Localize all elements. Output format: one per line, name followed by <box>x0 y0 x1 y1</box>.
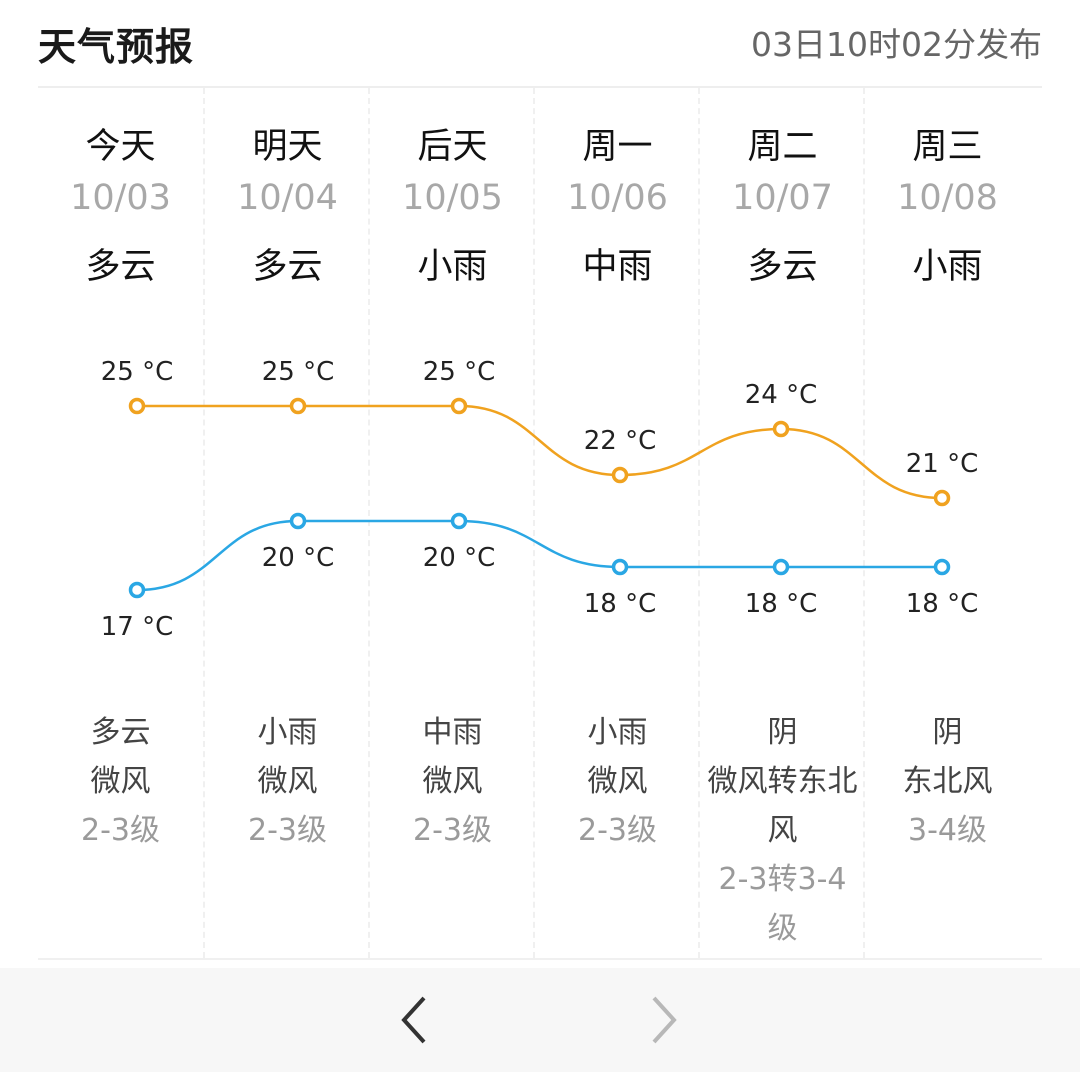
day-date: 10/03 <box>70 178 171 218</box>
page-title: 天气预报 <box>38 25 195 69</box>
day-date: 10/06 <box>567 178 668 218</box>
wind-level: 2-3级 <box>81 813 160 848</box>
wind-level: 2-3级 <box>413 813 492 848</box>
wind-level: 3-4级 <box>908 813 987 848</box>
night-info: 小雨微风 2-3级 <box>205 708 370 855</box>
day-weather: 小雨 <box>912 247 983 287</box>
divider <box>38 958 1042 960</box>
header: 天气预报 03日10时02分发布 <box>38 0 1042 88</box>
day-weather: 中雨 <box>582 247 653 287</box>
day-date: 10/04 <box>237 178 338 218</box>
night-weather: 中雨 <box>422 715 483 750</box>
day-name: 今天 <box>85 127 156 167</box>
wind-direction: 微风 <box>587 764 648 799</box>
wind-direction: 微风 <box>422 764 483 799</box>
night-weather: 小雨 <box>587 715 648 750</box>
wind-direction: 东北风 <box>902 764 993 799</box>
wind-level: 2-3转3-4 级 <box>718 862 847 946</box>
wind-level: 2-3级 <box>578 813 657 848</box>
night-info: 中雨微风 2-3级 <box>370 708 535 855</box>
next-page-button[interactable] <box>634 990 694 1050</box>
forecast-day-column: 周二 10/07 多云阴微风转东北 风 2-3转3-4 级 <box>698 88 865 958</box>
wind-direction: 微风转东北 风 <box>707 764 858 848</box>
wind-direction: 微风 <box>90 764 151 799</box>
night-weather: 小雨 <box>257 715 318 750</box>
night-info: 小雨微风 2-3级 <box>535 708 700 855</box>
bottom-nav-bar <box>0 968 1080 1072</box>
day-weather: 多云 <box>85 247 156 287</box>
day-date: 10/07 <box>732 178 833 218</box>
night-weather: 阴 <box>932 715 963 750</box>
day-name: 后天 <box>417 127 488 167</box>
night-info: 阴微风转东北 风 2-3转3-4 级 <box>700 708 865 953</box>
forecast-day-column: 后天 10/05 小雨中雨微风 2-3级 <box>368 88 535 958</box>
chevron-left-icon <box>401 996 426 1044</box>
night-weather: 阴 <box>767 715 798 750</box>
forecast-columns: 今天 10/03 多云 多云 微风 2-3级 明天 10/04 多云 小雨 微风 2-3级 后天 10/0… <box>38 88 1042 958</box>
chevron-right-icon <box>652 996 677 1044</box>
night-weather: 多云 <box>90 715 151 750</box>
night-info: 多云微风 2-3级 <box>38 708 203 855</box>
prev-page-button[interactable] <box>386 990 446 1050</box>
day-date: 10/05 <box>402 178 503 218</box>
wind-level: 2-3级 <box>248 813 327 848</box>
day-date: 10/08 <box>897 178 998 218</box>
forecast-day-column: 明天 10/04 多云小雨微风 2-3级 <box>203 88 370 958</box>
night-info: 阴东北风 3-4级 <box>865 708 1030 855</box>
day-weather: 小雨 <box>417 247 488 287</box>
forecast-day-column: 周三 10/08 小雨阴东北风 3-4级 <box>863 88 1030 958</box>
day-name: 周一 <box>582 127 653 167</box>
publish-time: 03日10时02分发布 <box>751 25 1042 64</box>
wind-direction: 微风 <box>257 764 318 799</box>
day-name: 周三 <box>912 127 983 167</box>
day-name: 周二 <box>747 127 818 167</box>
forecast-day-column: 周一 10/06 中雨小雨微风 2-3级 <box>533 88 700 958</box>
day-name: 明天 <box>252 127 323 167</box>
forecast-day-column: 今天 10/03 多云 多云 微风 2-3级 <box>38 88 203 958</box>
day-weather: 多云 <box>252 247 323 287</box>
day-weather: 多云 <box>747 247 818 287</box>
